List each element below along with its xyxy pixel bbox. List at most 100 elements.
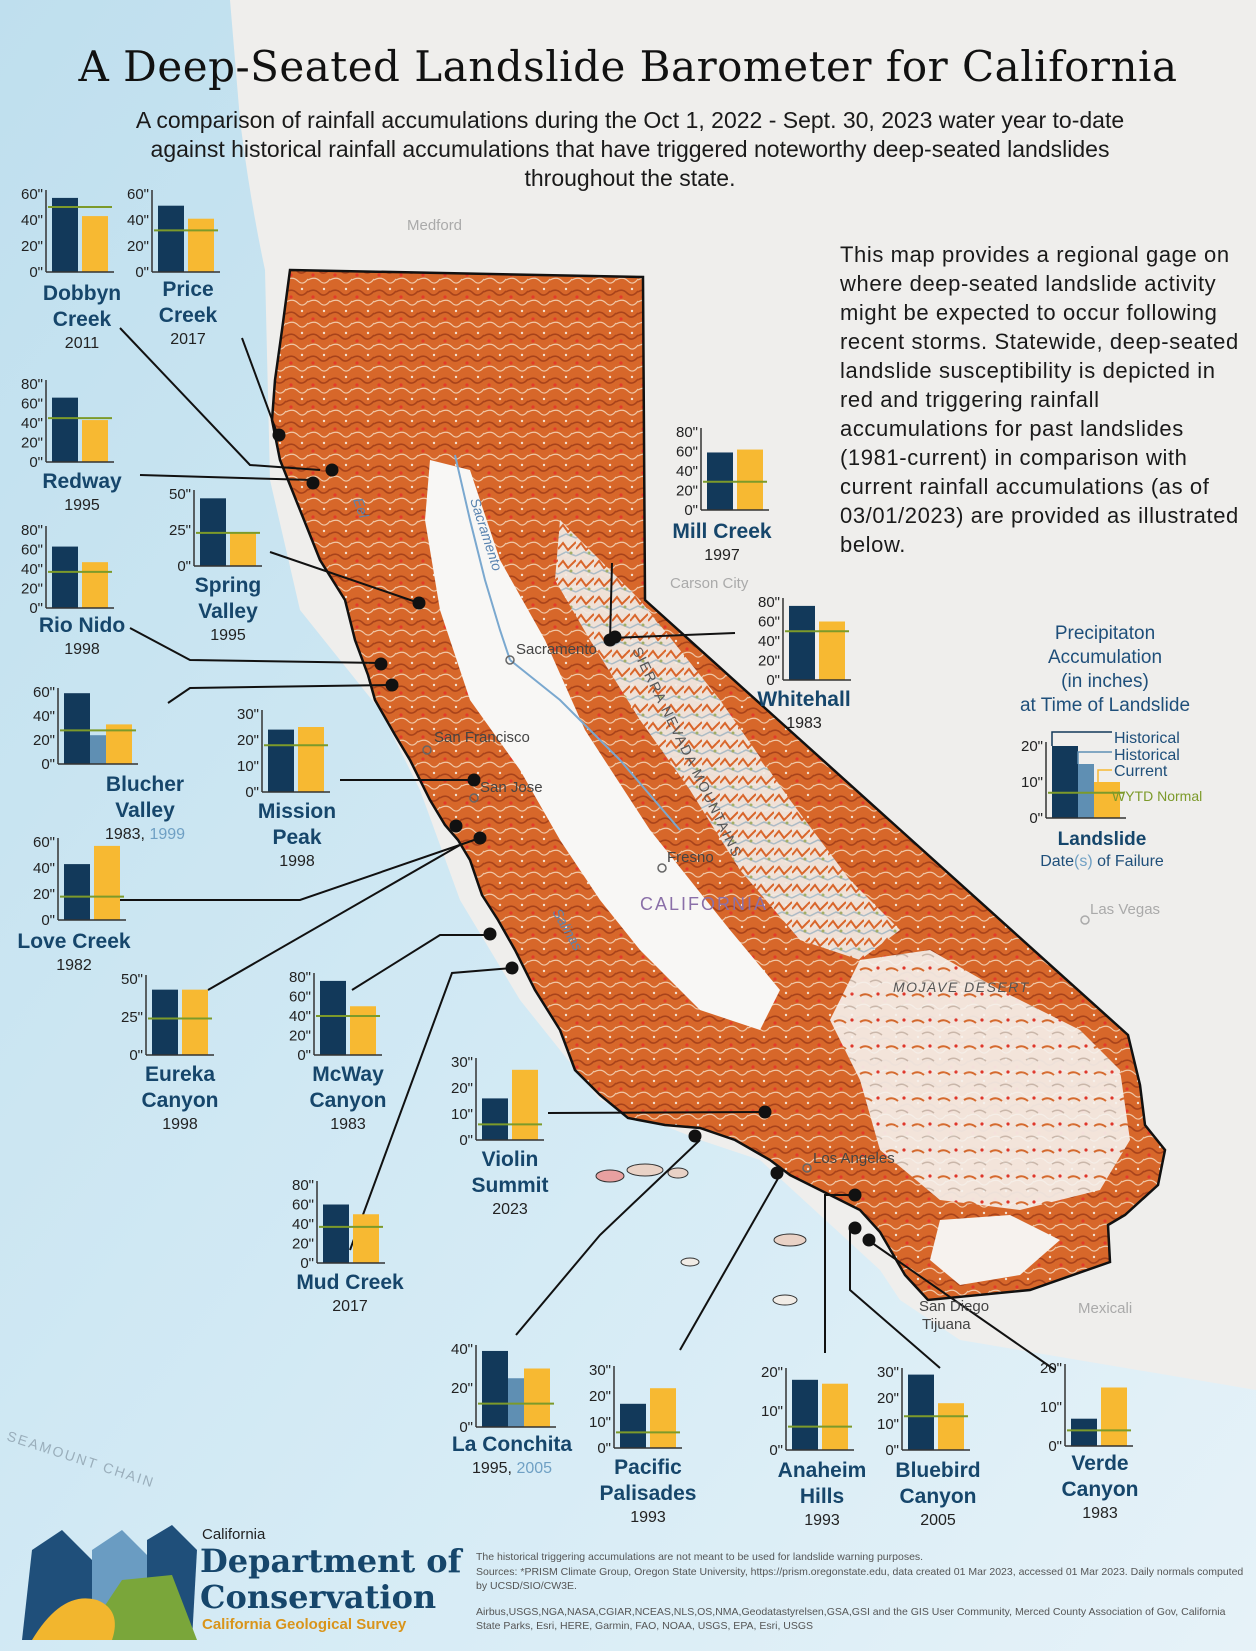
leader-line-1: [119, 327, 321, 471]
page-title: A Deep-Seated Landslide Barometer for Ca…: [78, 42, 1178, 91]
landslide-rio-nido-name-line: Rio Nido: [39, 614, 125, 637]
leader-line-10: [351, 934, 490, 991]
landslide-price-creek-bar-historical: [158, 205, 184, 272]
landslide-love-creek-tick-label: 40": [33, 860, 55, 877]
landslide-redway-bar-current: [82, 420, 108, 462]
landslide-violin-summit-name-line: Violin: [482, 1148, 539, 1171]
landslide-redway-tick-label: 0": [29, 454, 43, 471]
footer-disclaimer: The historical triggering accumulations …: [476, 1551, 924, 1563]
landslide-anaheim-hills-chart: 20" 10" 0"Anaheim Hills 1993: [761, 1364, 866, 1529]
landslide-dobbyn-creek-chart: 60" 40" 20" 0"Dobbyn Creek 2011: [21, 186, 121, 352]
leader-line-17: [824, 1194, 855, 1353]
landslide-violin-summit-tick-label: 30": [451, 1054, 473, 1071]
landslide-rio-nido-bar-current: [82, 562, 108, 608]
island: [772, 1294, 798, 1306]
landslide-verde-canyon-tick-label: 0": [1048, 1438, 1062, 1455]
landslide-redway-year: 1995: [64, 497, 100, 514]
landslide-spring-valley-year: 1995: [210, 627, 246, 644]
landslide-whitehall-tick-label: 40": [758, 633, 780, 650]
landslide-eureka-canyon-name-line: Eureka: [145, 1063, 215, 1086]
legend-normal-label: WYTD Normal: [1112, 788, 1202, 804]
landslide-dobbyn-creek-name-line: Dobbyn: [43, 282, 121, 305]
landslide-whitehall-tick-label: 60": [758, 614, 780, 631]
landslide-blucher-valley-tick-label: 40": [33, 708, 55, 725]
landslide-mill-creek-bar-current: [737, 449, 763, 510]
landslide-la-conchita-name-line: La Conchita: [452, 1433, 572, 1456]
city-marker: [802, 1163, 812, 1173]
landslide-mission-peak-name-line: Peak: [272, 826, 321, 849]
landslide-rio-nido-tick-label: 40": [21, 561, 43, 578]
landslide-redway-tick-label: 20": [21, 435, 43, 452]
landslide-blucher-valley-tick-label: 60": [33, 684, 55, 701]
legend-current-label: Current: [1114, 763, 1168, 780]
leader-line-19: [864, 1237, 1056, 1371]
island: [667, 1167, 689, 1179]
landslide-mission-peak-tick-label: 20": [237, 732, 259, 749]
landslide-love-creek-name-line: Love Creek: [17, 930, 131, 953]
logo-text-cgs: California Geological Survey: [202, 1616, 407, 1633]
landslide-violin-summit-chart: 30" 20" 10" 0" Violin Summit 2023: [451, 1054, 549, 1218]
landslide-mud-creek-tick-label: 0": [300, 1255, 314, 1272]
landslide-price-creek-tick-label: 40": [127, 212, 149, 229]
landslide-mcway-canyon-tick-label: 60": [289, 989, 311, 1006]
landslide-dobbyn-creek-year: 2011: [65, 335, 100, 352]
landslide-mud-creek-tick-label: 80": [292, 1177, 314, 1194]
landslide-violin-summit-year: 2023: [492, 1201, 528, 1218]
landslide-verde-canyon-tick-label: 10": [1040, 1399, 1062, 1416]
landslide-mill-creek-name-line: Mill Creek: [672, 520, 772, 543]
island: [773, 1233, 807, 1247]
legend-date-prefix: Date: [1040, 853, 1074, 870]
landslide-pacific-palisades-tick-label: 0": [597, 1440, 611, 1457]
landslide-mcway-canyon-tick-label: 80": [289, 969, 311, 986]
landslide-redway-tick-label: 40": [21, 415, 43, 432]
legend-historical-label: Historical: [1114, 730, 1180, 747]
landslide-blucher-valley-name-line: Blucher: [106, 773, 184, 796]
landslide-mill-creek-tick-label: 20": [676, 483, 698, 500]
landslide-locations: [272, 428, 876, 1247]
landslide-pacific-palisades-name-line: Pacific: [614, 1456, 682, 1479]
landslide-blucher-valley-year-2: 1999: [149, 826, 185, 843]
landslide-love-creek-year: 1982: [56, 957, 92, 974]
landslide-whitehall-tick-label: 80": [758, 594, 780, 611]
river-label-eel: Eel: [350, 496, 372, 521]
landslide-marker-14: [758, 1105, 772, 1119]
landslide-marker-18: [848, 1221, 862, 1235]
landslide-redway-bar-historical: [52, 397, 78, 462]
legend-tick-label: 10": [1021, 774, 1043, 791]
landslide-verde-canyon-bar-historical: [1071, 1418, 1097, 1446]
landslide-bluebird-canyon-tick-label: 20": [877, 1390, 899, 1407]
imperial-valley: [930, 1215, 1060, 1285]
city-marker: [505, 655, 515, 665]
landslide-mission-peak-tick-label: 30": [237, 706, 259, 723]
landslide-spring-valley-name-line: Valley: [198, 600, 258, 623]
place-label-san-diego: San Diego: [919, 1298, 989, 1315]
legend-historical-2-label: Historical: [1114, 747, 1180, 764]
landslide-spring-valley-chart: 50" 25" 0"Spring Valley 1995: [169, 486, 262, 644]
landslide-violin-summit-bar-current: [512, 1069, 538, 1140]
landslide-dobbyn-creek-tick-label: 20": [21, 238, 43, 255]
place-label-fresno: Fresno: [667, 849, 714, 866]
landslide-la-conchita-year-2: 2005: [516, 1460, 552, 1477]
landslide-mcway-canyon-bar-current: [350, 1006, 376, 1055]
legend-historical-bracket: [1051, 731, 1112, 746]
landslide-redway-tick-label: 80": [21, 376, 43, 393]
leader-line-13: [547, 1111, 766, 1114]
landslide-eureka-canyon-tick-label: 50": [121, 971, 143, 988]
legend-chart: 20" 10" 0": [1021, 738, 1126, 827]
landslide-love-creek-tick-label: 60": [33, 834, 55, 851]
landslide-dobbyn-creek-bar-historical: [52, 197, 78, 272]
legend-title-line-3: (in inches): [1061, 671, 1149, 692]
legend-date-label: Date(s) of Failure: [1040, 853, 1164, 870]
landslide-blucher-valley-chart: 60" 40" 20" 0" Blucher Valley 1983, 1999: [33, 684, 185, 843]
legend-bar-current: [1094, 782, 1120, 818]
city-marker: [422, 745, 432, 755]
landslide-whitehall-chart: 80" 60" 40" 20" 0"Whitehall 1983: [757, 594, 851, 732]
legend-bar-historical: [1052, 746, 1078, 818]
landslide-bluebird-canyon-tick-label: 0": [885, 1442, 899, 1459]
landslide-price-creek-tick-label: 0": [135, 264, 149, 281]
city-marker: [469, 793, 479, 803]
landslide-mission-peak-tick-label: 0": [245, 784, 259, 801]
landslide-mill-creek-chart: 80" 60" 40" 20" 0"Mill Creek 1997: [672, 424, 772, 564]
landslide-spring-valley-tick-label: 0": [177, 558, 191, 575]
